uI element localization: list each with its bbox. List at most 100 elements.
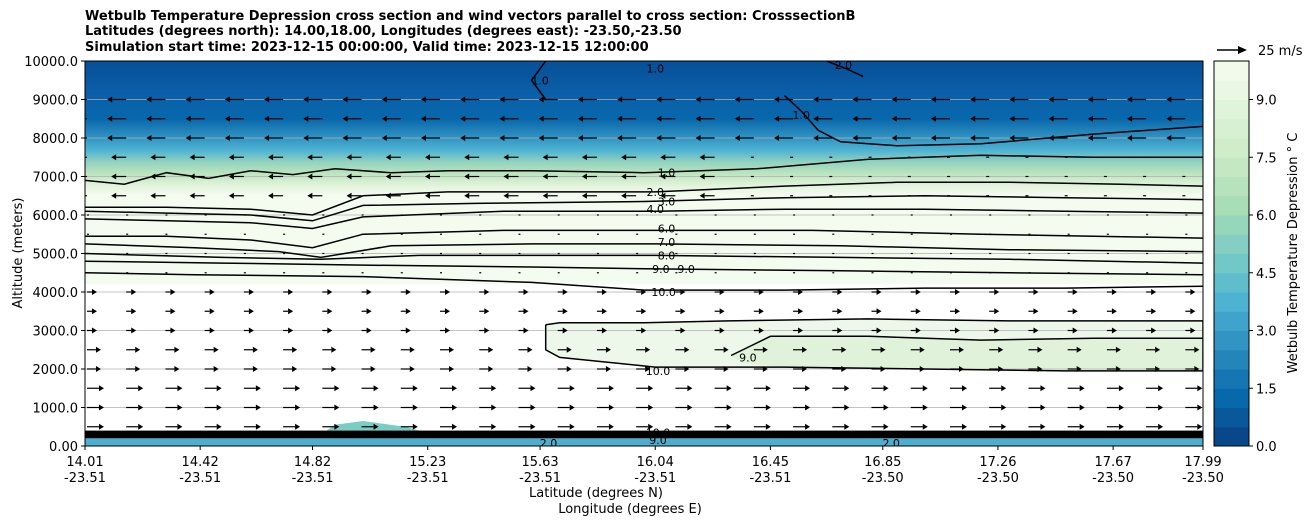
wind-vector-head: [699, 154, 705, 161]
wind-vector-head: [412, 423, 418, 430]
wind-vector-head: [98, 385, 104, 392]
wind-vector-head: [1040, 385, 1046, 392]
wind-vector-head: [460, 135, 466, 141]
wind-vector-head: [189, 154, 195, 161]
wind-vector-head: [177, 385, 183, 392]
wind-vector-head: [170, 308, 176, 315]
y-tick-label: 8000.0: [33, 132, 79, 147]
wind-vector-head: [72, 154, 77, 160]
contour-label: 9.0: [652, 263, 670, 276]
wind-vector-head: [373, 385, 379, 392]
wind-vector-head: [915, 289, 921, 295]
contour-label: 10.0: [646, 365, 671, 378]
wind-vector-head: [569, 404, 575, 411]
wind-vector-head: [209, 327, 215, 334]
wind-vector-head: [1076, 366, 1082, 372]
wind-vector-head: [177, 404, 183, 411]
wind-vector-head: [1079, 423, 1085, 430]
wind-vector-head: [687, 423, 693, 430]
y-tick-label: 4000.0: [33, 286, 79, 301]
wind-vector-head: [91, 308, 97, 315]
wind-vector-head: [213, 366, 219, 372]
wind-vector-head: [1033, 289, 1039, 295]
colorbar-step: [1214, 388, 1249, 408]
wind-vector-head: [484, 308, 490, 315]
wind-vector-head: [930, 115, 936, 122]
wind-vector-head: [174, 346, 180, 353]
wind-vector-head: [542, 154, 548, 161]
wind-vector-head: [542, 173, 548, 180]
wind-vector-head: [758, 308, 764, 315]
wind-vector-head: [484, 289, 490, 295]
wind-vector-head: [185, 115, 191, 122]
wind-vector-head: [292, 366, 298, 372]
wind-vector-head: [491, 404, 497, 411]
wind-vector-head: [958, 366, 964, 372]
wind-vector-head: [334, 385, 340, 392]
contour-label: 4.0: [646, 203, 664, 216]
wind-vector-head: [68, 116, 73, 122]
wind-vector-head: [562, 327, 568, 334]
colorbar-step: [1214, 272, 1249, 293]
wind-vector-head: [1072, 327, 1078, 334]
contour-label: 3.0: [658, 196, 676, 209]
wind-vector-head: [1166, 96, 1172, 103]
wind-vector-head: [1197, 404, 1203, 411]
wind-vector-head: [523, 308, 529, 315]
contour-label: 9.0: [649, 434, 667, 447]
wind-vector-head: [1040, 404, 1046, 411]
wind-vector-head: [264, 115, 270, 122]
wind-vector-head: [577, 115, 583, 122]
wind-vector-head: [844, 385, 850, 392]
wind-vector-head: [876, 327, 882, 334]
y-tick-label: 1000.0: [33, 402, 79, 417]
wind-vector-head: [342, 115, 348, 122]
wind-vector-head: [98, 423, 104, 430]
wind-vector-head: [499, 96, 505, 103]
wind-vector-head: [1115, 366, 1121, 372]
wind-vector-head: [1166, 135, 1172, 141]
wind-vector-head: [460, 96, 466, 103]
wind-vector-head: [891, 115, 897, 122]
colorbar-step: [1214, 61, 1249, 81]
wind-vector-head: [922, 385, 928, 392]
wind-vector-head: [687, 404, 693, 411]
x-tick-label-lat: 15.23: [409, 455, 446, 470]
wind-vector-head: [617, 96, 623, 103]
wind-vector-head: [146, 115, 152, 122]
wind-vector-head: [138, 385, 144, 392]
wind-vector-head: [774, 135, 780, 141]
y-tick-label: 7000.0: [33, 171, 79, 186]
wind-vector-head: [922, 404, 928, 411]
wind-vector-head: [255, 385, 261, 392]
wind-vector-head: [1009, 135, 1015, 141]
chart-title-line-2: Latitudes (degrees north): 14.00,18.00, …: [85, 24, 682, 39]
wind-vector-head: [1155, 346, 1161, 353]
wind-vector-head: [915, 308, 921, 315]
wind-vector-head: [1048, 96, 1054, 103]
wind-vector-head: [346, 173, 352, 180]
x-tick-label-lat: 15.63: [521, 455, 558, 470]
wind-vector-head: [107, 135, 113, 141]
wind-vector-head: [1151, 289, 1157, 295]
wind-vector-head: [421, 115, 427, 122]
wind-vector-head: [680, 327, 686, 334]
wind-vector-head: [719, 289, 725, 295]
wind-vector-head: [445, 327, 451, 334]
colorbar-step: [1214, 369, 1249, 389]
wind-vector-head: [660, 192, 666, 199]
wind-vector-head: [798, 308, 804, 315]
wind-vector-head: [174, 366, 180, 372]
wind-vector-head: [684, 346, 690, 353]
y-tick-label: 5000.0: [33, 248, 79, 263]
wind-vector-head: [327, 308, 333, 315]
wind-vector-head: [303, 115, 309, 122]
wind-vector-head: [346, 192, 352, 199]
colorbar-step: [1214, 176, 1249, 197]
wind-vector-head: [255, 404, 261, 411]
wind-vector-head: [445, 308, 451, 315]
colorbar-step: [1214, 311, 1249, 331]
wind-vector-head: [228, 173, 234, 180]
colorbar-step: [1214, 157, 1249, 177]
chart-title-line-1: Wetbulb Temperature Depression cross sec…: [85, 9, 856, 24]
